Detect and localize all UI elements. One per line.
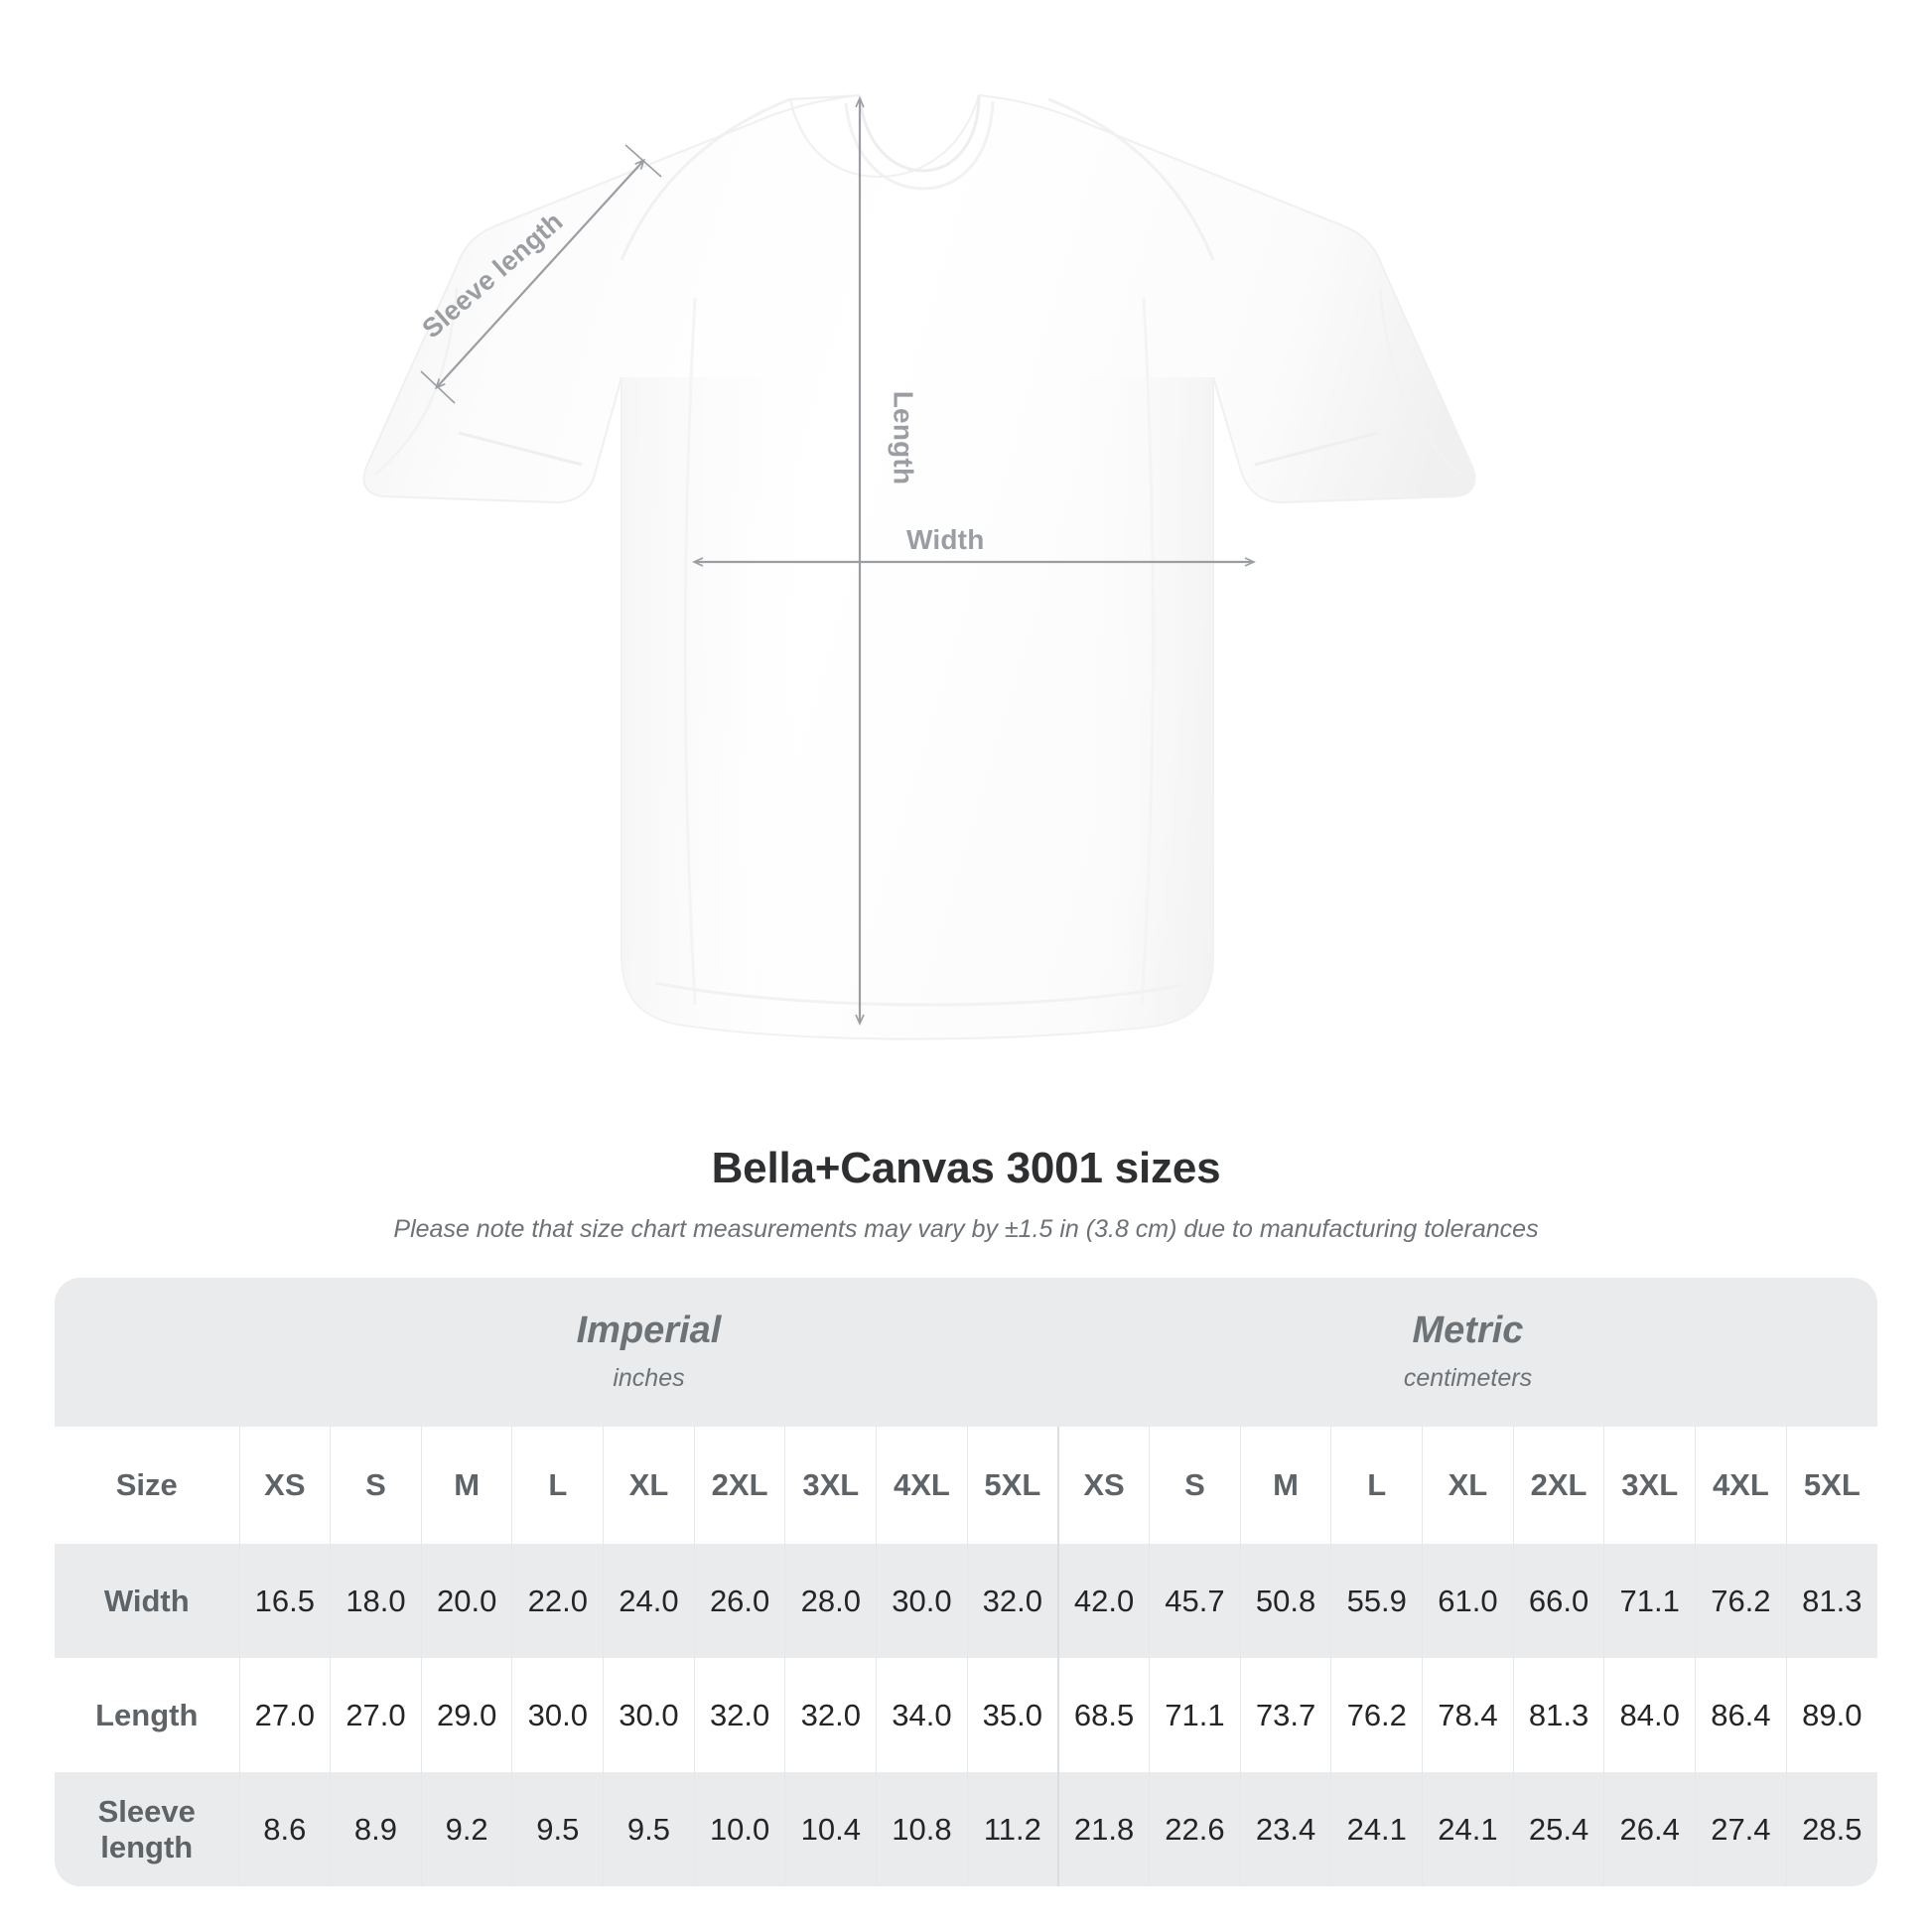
cell-sleeve-length-metric-xl: 24.1	[1422, 1772, 1514, 1886]
cell-sleeve-length-imperial-5xl: 11.2	[966, 1772, 1058, 1886]
row-label-width: Width	[55, 1544, 239, 1658]
unit-group-name: Metric	[1412, 1309, 1524, 1351]
cell-length-imperial-5xl: 35.0	[966, 1658, 1058, 1772]
cell-sleeve-length-metric-xs: 21.8	[1056, 1772, 1150, 1886]
cell-width-metric-5xl: 81.3	[1785, 1544, 1877, 1658]
table-row: Width 16.5 18.0 20.0 22.0 24.0 26.0 28.0 30.0 32.…	[55, 1544, 1877, 1658]
cell-sleeve-length-imperial-m: 9.2	[420, 1772, 512, 1886]
cell-sleeve-length-metric-3xl: 26.4	[1603, 1772, 1696, 1886]
cell-length-imperial-l: 30.0	[511, 1658, 604, 1772]
cell-length-metric-l: 76.2	[1330, 1658, 1423, 1772]
size-header-metric-3xl: 3XL	[1603, 1427, 1696, 1544]
size-header-imperial-s: S	[330, 1427, 422, 1544]
size-header-imperial-m: M	[420, 1427, 512, 1544]
size-header-metric-s: S	[1149, 1427, 1241, 1544]
cell-sleeve-length-metric-s: 22.6	[1149, 1772, 1241, 1886]
cell-length-metric-5xl: 89.0	[1785, 1658, 1877, 1772]
unit-header-row: Imperial inches Metric centimeters	[55, 1278, 1877, 1427]
size-header-imperial-l: L	[511, 1427, 604, 1544]
cell-length-metric-s: 71.1	[1149, 1658, 1241, 1772]
cell-length-imperial-xl: 30.0	[603, 1658, 695, 1772]
size-header-imperial-2xl: 2XL	[693, 1427, 785, 1544]
size-header-label: Size	[55, 1427, 239, 1544]
size-header-metric-4xl: 4XL	[1695, 1427, 1787, 1544]
cell-width-imperial-l: 22.0	[511, 1544, 604, 1658]
size-chart-table: Imperial inches Metric centimeters Size XS S M L…	[55, 1278, 1877, 1886]
size-header-metric-xs: XS	[1056, 1427, 1150, 1544]
cell-width-metric-3xl: 71.1	[1603, 1544, 1696, 1658]
chart-heading: Bella+Canvas 3001 sizes Please note that…	[0, 1122, 1932, 1278]
cell-length-metric-3xl: 84.0	[1603, 1658, 1696, 1772]
table-row: Length 27.0 27.0 29.0 30.0 30.0 32.0 32.0 34.0 35…	[55, 1658, 1877, 1772]
unit-spacer-cell	[55, 1278, 239, 1427]
unit-group-unit: centimeters	[1403, 1364, 1533, 1393]
cell-length-imperial-2xl: 32.0	[693, 1658, 785, 1772]
cell-width-imperial-m: 20.0	[420, 1544, 512, 1658]
size-header-metric-m: M	[1239, 1427, 1331, 1544]
cell-length-metric-xs: 68.5	[1056, 1658, 1150, 1772]
width-dimension-label: Width	[906, 524, 985, 555]
size-header-metric-xl: XL	[1422, 1427, 1514, 1544]
cell-width-metric-4xl: 76.2	[1695, 1544, 1787, 1658]
cell-length-metric-xl: 78.4	[1422, 1658, 1514, 1772]
sleeve-length-arrow	[420, 144, 662, 404]
cell-width-metric-s: 45.7	[1149, 1544, 1241, 1658]
length-dimension-label: Length	[888, 390, 919, 485]
cell-sleeve-length-imperial-l: 9.5	[511, 1772, 604, 1886]
size-header-imperial-xl: XL	[603, 1427, 695, 1544]
size-header-row: Size XS S M L XL 2XL 3XL 4XL 5XL XS S M L XL 2XL 3XL 4XL 5…	[55, 1427, 1877, 1544]
cell-length-metric-m: 73.7	[1239, 1658, 1331, 1772]
cell-width-imperial-xl: 24.0	[603, 1544, 695, 1658]
cell-sleeve-length-metric-2xl: 25.4	[1512, 1772, 1604, 1886]
cell-width-imperial-s: 18.0	[330, 1544, 422, 1658]
cell-length-metric-2xl: 81.3	[1512, 1658, 1604, 1772]
cell-width-imperial-5xl: 32.0	[966, 1544, 1058, 1658]
cell-sleeve-length-imperial-4xl: 10.8	[876, 1772, 968, 1886]
size-header-imperial-xs: XS	[238, 1427, 331, 1544]
unit-group-name: Imperial	[576, 1309, 722, 1351]
tolerance-note: Please note that size chart measurements…	[393, 1215, 1539, 1243]
size-header-imperial-3xl: 3XL	[784, 1427, 877, 1544]
cell-width-metric-2xl: 66.0	[1512, 1544, 1604, 1658]
cell-width-imperial-xs: 16.5	[238, 1544, 331, 1658]
tshirt-illustration	[362, 93, 1476, 1040]
cell-sleeve-length-metric-4xl: 27.4	[1695, 1772, 1787, 1886]
table-row: Sleeve length 8.6 8.9 9.2 9.5 9.5 10.0 10.4 10.8…	[55, 1772, 1877, 1886]
size-header-imperial-4xl: 4XL	[876, 1427, 968, 1544]
unit-group-metric: Metric centimeters	[1057, 1278, 1877, 1427]
cell-length-imperial-xs: 27.0	[238, 1658, 331, 1772]
cell-sleeve-length-metric-m: 23.4	[1239, 1772, 1331, 1886]
cell-length-metric-4xl: 86.4	[1695, 1658, 1787, 1772]
cell-width-imperial-2xl: 26.0	[693, 1544, 785, 1658]
cell-sleeve-length-metric-5xl: 28.5	[1785, 1772, 1877, 1886]
size-header-imperial-5xl: 5XL	[966, 1427, 1058, 1544]
row-label-length: Length	[55, 1658, 239, 1772]
cell-width-metric-xs: 42.0	[1056, 1544, 1150, 1658]
size-header-metric-5xl: 5XL	[1785, 1427, 1877, 1544]
unit-group-imperial: Imperial inches	[239, 1278, 1058, 1427]
cell-length-imperial-s: 27.0	[330, 1658, 422, 1772]
size-header-metric-2xl: 2XL	[1512, 1427, 1604, 1544]
cell-length-imperial-3xl: 32.0	[784, 1658, 877, 1772]
cell-length-imperial-m: 29.0	[420, 1658, 512, 1772]
page-title: Bella+Canvas 3001 sizes	[711, 1144, 1221, 1192]
tshirt-diagram: Sleeve length Length Width	[362, 93, 1476, 1040]
cell-sleeve-length-imperial-xs: 8.6	[238, 1772, 331, 1886]
cell-width-metric-m: 50.8	[1239, 1544, 1331, 1658]
cell-sleeve-length-imperial-3xl: 10.4	[784, 1772, 877, 1886]
cell-sleeve-length-imperial-2xl: 10.0	[693, 1772, 785, 1886]
size-header-metric-l: L	[1330, 1427, 1423, 1544]
size-table-container: Imperial inches Metric centimeters Size XS S M L…	[55, 1278, 1877, 1886]
cell-sleeve-length-metric-l: 24.1	[1330, 1772, 1423, 1886]
cell-sleeve-length-imperial-xl: 9.5	[603, 1772, 695, 1886]
unit-group-unit: inches	[613, 1364, 685, 1393]
cell-width-metric-xl: 61.0	[1422, 1544, 1514, 1658]
cell-width-imperial-4xl: 30.0	[876, 1544, 968, 1658]
cell-width-metric-l: 55.9	[1330, 1544, 1423, 1658]
row-label-sleeve-length: Sleeve length	[55, 1772, 239, 1886]
cell-length-imperial-4xl: 34.0	[876, 1658, 968, 1772]
cell-sleeve-length-imperial-s: 8.9	[330, 1772, 422, 1886]
cell-width-imperial-3xl: 28.0	[784, 1544, 877, 1658]
